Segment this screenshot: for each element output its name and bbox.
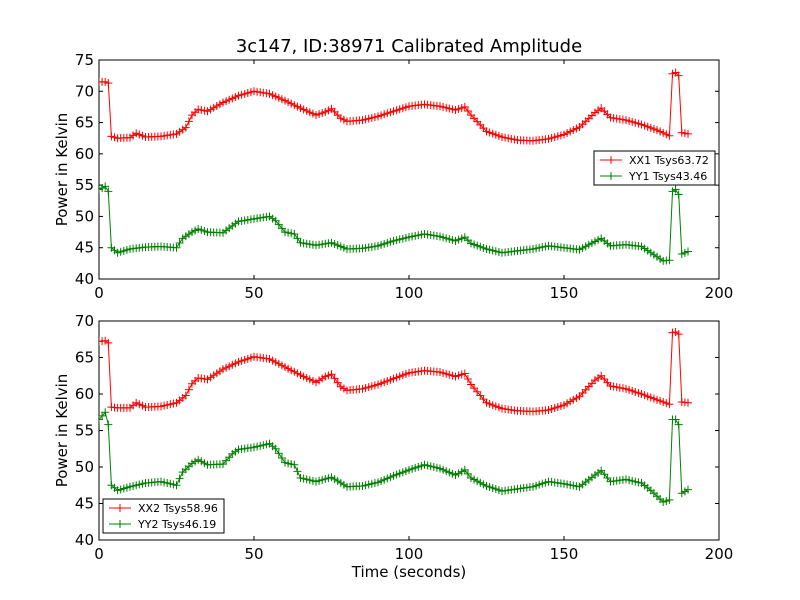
data-point-marker bbox=[463, 106, 472, 115]
legend-marker bbox=[116, 520, 124, 528]
legend-label: XX1 Tsys63.72 bbox=[629, 154, 709, 167]
data-point-marker bbox=[460, 465, 469, 474]
data-point-marker bbox=[181, 391, 190, 400]
data-point-marker bbox=[104, 187, 113, 196]
x-tick-label: 0 bbox=[94, 284, 104, 302]
data-point-marker bbox=[674, 420, 683, 429]
data-point-marker bbox=[674, 190, 683, 199]
x-tick-label: 200 bbox=[705, 545, 734, 563]
data-point-marker bbox=[665, 256, 674, 265]
data-point-marker bbox=[290, 229, 299, 238]
data-point-marker bbox=[101, 408, 110, 417]
data-point-marker bbox=[327, 370, 336, 379]
data-point-marker bbox=[181, 123, 190, 132]
data-point-marker bbox=[172, 481, 181, 490]
series-group bbox=[99, 68, 692, 265]
data-point-marker bbox=[333, 378, 342, 387]
chart-title: 3c147, ID:38971 Calibrated Amplitude bbox=[236, 36, 582, 57]
data-point-marker bbox=[290, 460, 299, 469]
data-point-marker bbox=[271, 444, 280, 453]
data-point-marker bbox=[684, 129, 692, 138]
data-point-marker bbox=[463, 469, 472, 478]
data-point-marker bbox=[463, 375, 472, 384]
y-tick-label: 45 bbox=[75, 239, 94, 257]
data-point-marker bbox=[671, 415, 680, 424]
legend-label: XX2 Tsys58.96 bbox=[138, 502, 218, 515]
series-markers-2 bbox=[99, 182, 692, 265]
y-tick-label: 50 bbox=[75, 207, 94, 225]
x-tick-label: 50 bbox=[244, 545, 263, 563]
legend-marker bbox=[116, 504, 124, 512]
data-point-marker bbox=[665, 495, 674, 504]
y-tick-label: 65 bbox=[75, 114, 94, 132]
x-tick-label: 50 bbox=[244, 284, 263, 302]
data-point-marker bbox=[684, 485, 692, 494]
y-axis-title: Power in Kelvin bbox=[53, 374, 71, 488]
y-axis-title: Power in Kelvin bbox=[53, 113, 71, 227]
series-markers-1 bbox=[99, 327, 692, 416]
data-point-marker bbox=[104, 420, 113, 429]
y-tick-label: 40 bbox=[75, 531, 94, 549]
data-point-marker bbox=[460, 102, 469, 111]
legend: XX1 Tsys63.72 YY1 Tsys43.46 bbox=[593, 150, 716, 186]
x-tick-label: 100 bbox=[395, 545, 424, 563]
y-tick-label: 60 bbox=[75, 385, 94, 403]
data-point-marker bbox=[293, 467, 302, 476]
x-tick-label: 0 bbox=[94, 545, 104, 563]
y-tick-label: 70 bbox=[75, 312, 94, 330]
y-tick-label: 60 bbox=[75, 145, 94, 163]
x-axis-title: Time (seconds) bbox=[351, 563, 467, 581]
data-point-marker bbox=[277, 453, 286, 462]
x-tick-label: 150 bbox=[550, 545, 579, 563]
y-tick-label: 50 bbox=[75, 458, 94, 476]
subplot-2: 0 50 100 150 200 40 45 50 55 60 65 70 Power in Kelvi… bbox=[53, 312, 733, 563]
data-point-marker bbox=[684, 247, 692, 256]
data-point-marker bbox=[674, 330, 683, 339]
data-point-marker bbox=[293, 234, 302, 243]
data-point-marker bbox=[104, 338, 113, 347]
y-tick-label: 65 bbox=[75, 349, 94, 367]
data-point-marker bbox=[184, 385, 193, 394]
data-point-marker bbox=[175, 239, 184, 248]
subplot-1: 0 50 100 150 200 40 45 50 55 60 65 70 75 Power in Kel… bbox=[53, 51, 733, 302]
y-tick-label: 45 bbox=[75, 495, 94, 513]
data-point-marker bbox=[274, 449, 283, 458]
data-point-marker bbox=[330, 374, 339, 383]
x-tick-label: 100 bbox=[395, 284, 424, 302]
data-point-marker bbox=[104, 79, 113, 88]
y-tick-label: 75 bbox=[75, 51, 94, 69]
data-point-marker bbox=[184, 117, 193, 126]
legend-box bbox=[102, 498, 225, 534]
y-tick-label: 55 bbox=[75, 422, 94, 440]
legend-marker bbox=[607, 156, 615, 164]
y-tick-label: 55 bbox=[75, 176, 94, 194]
y-tick-label: 40 bbox=[75, 270, 94, 288]
legend-label: YY2 Tsys46.19 bbox=[137, 518, 216, 531]
data-point-marker bbox=[665, 400, 674, 409]
data-point-marker bbox=[101, 182, 110, 191]
data-point-marker bbox=[674, 71, 683, 80]
legend: XX2 Tsys58.96 YY2 Tsys46.19 bbox=[102, 498, 225, 534]
series-markers-2 bbox=[99, 408, 692, 507]
data-point-marker bbox=[460, 369, 469, 378]
legend-box bbox=[593, 150, 716, 186]
series-group bbox=[99, 327, 692, 507]
data-point-marker bbox=[172, 243, 181, 252]
data-point-marker bbox=[671, 185, 680, 194]
y-tick-label: 70 bbox=[75, 82, 94, 100]
series-markers-1 bbox=[99, 68, 692, 145]
data-point-marker bbox=[684, 398, 692, 407]
x-tick-label: 200 bbox=[705, 284, 734, 302]
legend-marker bbox=[607, 172, 615, 180]
data-point-marker bbox=[665, 131, 674, 140]
x-tick-label: 150 bbox=[550, 284, 579, 302]
legend-label: YY1 Tsys43.46 bbox=[628, 170, 707, 183]
plots: 0 50 100 150 200 40 45 50 55 60 65 70 75 Power in Kel… bbox=[53, 51, 733, 563]
data-point-marker bbox=[175, 474, 184, 483]
